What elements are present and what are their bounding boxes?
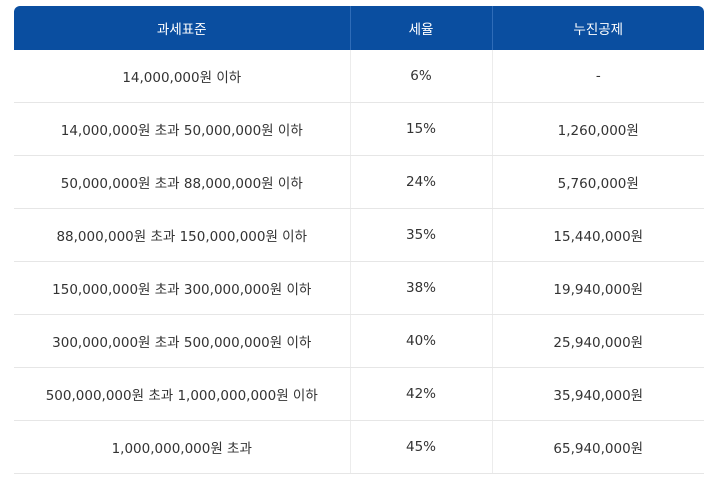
cell-tax-rate: 40% <box>350 314 493 368</box>
table-body: 14,000,000원 이하 6% - 14,000,000원 초과 50,00… <box>14 50 704 474</box>
cell-deduction: 15,440,000원 <box>492 208 704 262</box>
header-progressive-deduction: 누진공제 <box>492 6 704 50</box>
cell-deduction: 65,940,000원 <box>492 420 704 474</box>
cell-tax-rate: 24% <box>350 155 493 209</box>
table-row: 14,000,000원 이하 6% - <box>14 50 704 103</box>
cell-deduction: 1,260,000원 <box>492 102 704 156</box>
cell-tax-base: 1,000,000,000원 초과 <box>14 420 351 474</box>
cell-tax-rate: 6% <box>350 50 493 103</box>
tax-rate-table: 과세표준 세율 누진공제 14,000,000원 이하 6% - 14,000,… <box>14 6 704 474</box>
cell-deduction: 5,760,000원 <box>492 155 704 209</box>
cell-deduction: - <box>492 50 704 103</box>
table-row: 500,000,000원 초과 1,000,000,000원 이하 42% 35… <box>14 367 704 421</box>
table-row: 88,000,000원 초과 150,000,000원 이하 35% 15,44… <box>14 208 704 262</box>
cell-tax-rate: 15% <box>350 102 493 156</box>
cell-tax-base: 150,000,000원 초과 300,000,000원 이하 <box>14 261 351 315</box>
table-row: 150,000,000원 초과 300,000,000원 이하 38% 19,9… <box>14 261 704 315</box>
table-row: 1,000,000,000원 초과 45% 65,940,000원 <box>14 420 704 474</box>
cell-tax-base: 50,000,000원 초과 88,000,000원 이하 <box>14 155 351 209</box>
cell-tax-base: 14,000,000원 이하 <box>14 50 351 103</box>
cell-tax-base: 88,000,000원 초과 150,000,000원 이하 <box>14 208 351 262</box>
table-row: 300,000,000원 초과 500,000,000원 이하 40% 25,9… <box>14 314 704 368</box>
cell-tax-rate: 45% <box>350 420 493 474</box>
cell-tax-base: 500,000,000원 초과 1,000,000,000원 이하 <box>14 367 351 421</box>
table-header: 과세표준 세율 누진공제 <box>14 6 704 50</box>
cell-tax-rate: 42% <box>350 367 493 421</box>
cell-deduction: 25,940,000원 <box>492 314 704 368</box>
cell-tax-base: 14,000,000원 초과 50,000,000원 이하 <box>14 102 351 156</box>
cell-tax-base: 300,000,000원 초과 500,000,000원 이하 <box>14 314 351 368</box>
header-tax-rate: 세율 <box>350 6 493 50</box>
header-tax-base: 과세표준 <box>14 6 351 50</box>
tax-rate-table-container: 과세표준 세율 누진공제 14,000,000원 이하 6% - 14,000,… <box>14 6 704 474</box>
header-row: 과세표준 세율 누진공제 <box>14 6 704 50</box>
table-row: 50,000,000원 초과 88,000,000원 이하 24% 5,760,… <box>14 155 704 209</box>
cell-deduction: 35,940,000원 <box>492 367 704 421</box>
cell-deduction: 19,940,000원 <box>492 261 704 315</box>
cell-tax-rate: 38% <box>350 261 493 315</box>
cell-tax-rate: 35% <box>350 208 493 262</box>
table-row: 14,000,000원 초과 50,000,000원 이하 15% 1,260,… <box>14 102 704 156</box>
